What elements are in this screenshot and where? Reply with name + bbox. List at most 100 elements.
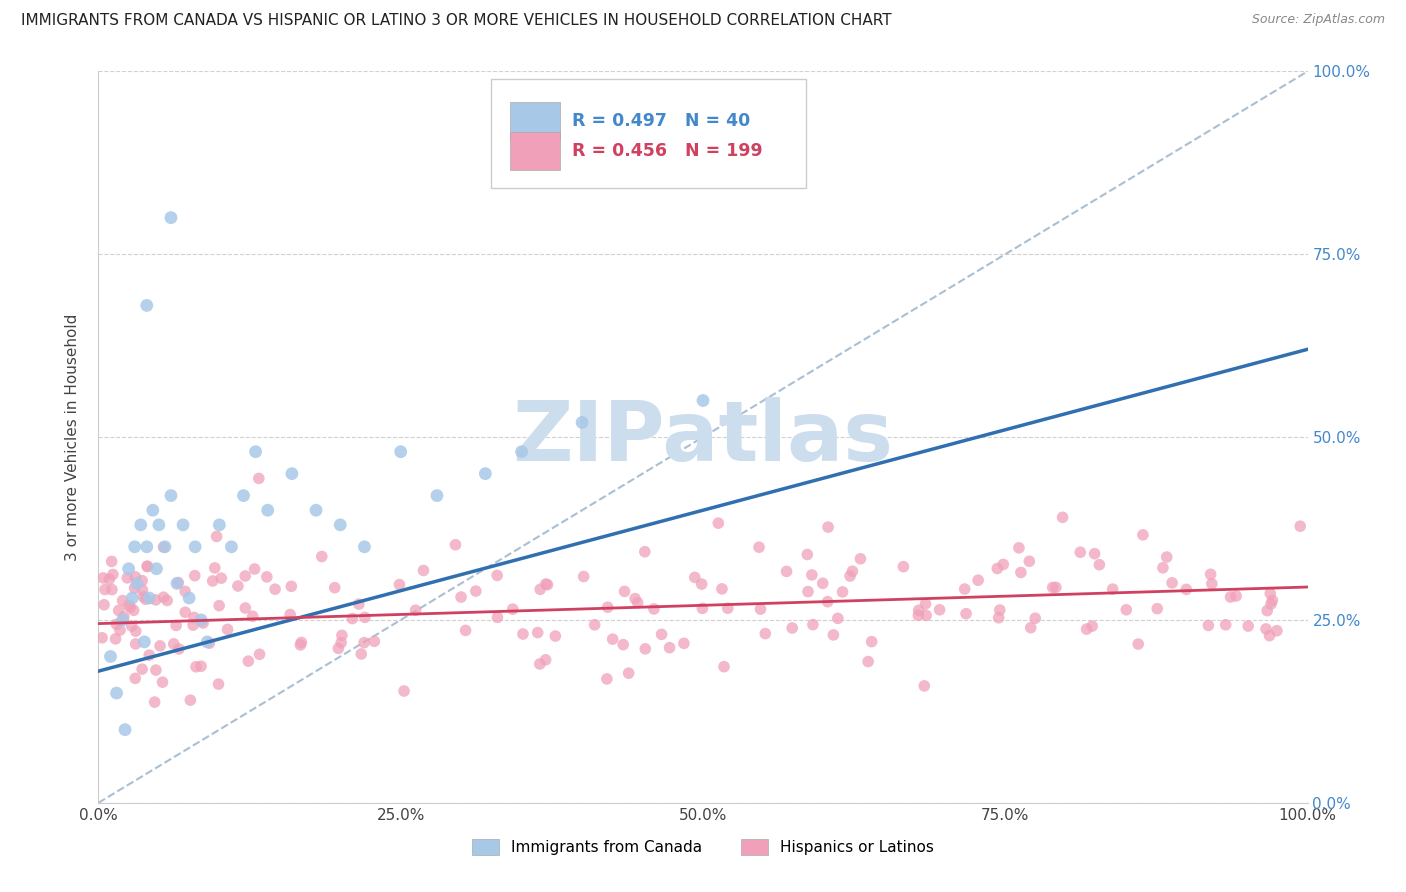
Point: [988, 603, 1011, 617]
Point: [1156, 550, 1178, 565]
Point: [342, 611, 364, 625]
Point: [136, 559, 159, 574]
Point: [111, 593, 134, 607]
Text: Source: ZipAtlas.com: Source: ZipAtlas.com: [1251, 13, 1385, 27]
Point: [174, 584, 197, 599]
Point: [692, 601, 714, 615]
Point: [388, 577, 411, 591]
Point: [627, 596, 650, 610]
Point: [534, 577, 557, 591]
Point: [405, 603, 427, 617]
Point: [207, 677, 229, 691]
Point: [347, 597, 370, 611]
Point: [464, 584, 486, 599]
Point: [354, 610, 377, 624]
Point: [817, 595, 839, 609]
Point: [1265, 624, 1288, 638]
Point: [486, 568, 509, 582]
Point: [602, 632, 624, 647]
Point: [129, 517, 152, 532]
Point: [145, 562, 167, 576]
Point: [329, 517, 352, 532]
Point: [839, 569, 862, 583]
Point: [105, 686, 128, 700]
Point: [121, 591, 143, 605]
Point: [179, 693, 201, 707]
Point: [98, 572, 121, 586]
Point: [912, 679, 935, 693]
Point: [1146, 601, 1168, 615]
Point: [152, 591, 174, 605]
Point: [152, 540, 174, 554]
Point: [138, 591, 160, 605]
Point: [780, 621, 803, 635]
Point: [692, 393, 714, 408]
Point: [1019, 621, 1042, 635]
Point: [100, 554, 122, 568]
Text: IMMIGRANTS FROM CANADA VS HISPANIC OR LATINO 3 OR MORE VEHICLES IN HOUSEHOLD COR: IMMIGRANTS FROM CANADA VS HISPANIC OR LA…: [21, 13, 891, 29]
Point: [907, 603, 929, 617]
Point: [281, 467, 304, 481]
Point: [690, 577, 713, 591]
Point: [217, 623, 239, 637]
Point: [204, 561, 226, 575]
Point: [454, 624, 477, 638]
Point: [993, 558, 1015, 572]
Point: [474, 467, 496, 481]
Point: [245, 444, 267, 458]
Y-axis label: 3 or more Vehicles in Household: 3 or more Vehicles in Household: [65, 313, 80, 561]
Point: [1256, 604, 1278, 618]
Point: [1261, 593, 1284, 607]
Point: [124, 671, 146, 685]
Point: [149, 639, 172, 653]
Point: [101, 567, 124, 582]
Point: [907, 608, 929, 623]
Point: [817, 520, 839, 534]
Point: [534, 653, 557, 667]
Point: [953, 582, 976, 596]
Point: [856, 655, 879, 669]
Point: [201, 574, 224, 588]
Point: [1225, 589, 1247, 603]
Point: [114, 723, 136, 737]
Point: [510, 444, 533, 458]
Point: [526, 625, 548, 640]
Point: [160, 489, 183, 503]
Point: [710, 582, 733, 596]
Point: [208, 517, 231, 532]
Point: [122, 603, 145, 617]
Point: [658, 640, 681, 655]
Point: [1175, 582, 1198, 597]
Point: [1084, 547, 1107, 561]
Point: [717, 601, 740, 615]
Point: [583, 617, 606, 632]
Point: [412, 564, 434, 578]
Point: [142, 503, 165, 517]
Point: [138, 648, 160, 662]
Point: [152, 675, 174, 690]
Point: [121, 619, 143, 633]
Point: [100, 649, 122, 664]
Point: [529, 657, 551, 671]
Point: [184, 568, 207, 582]
Point: [135, 540, 157, 554]
Point: [94, 582, 117, 597]
Point: [634, 545, 657, 559]
Text: R = 0.497   N = 40: R = 0.497 N = 40: [572, 112, 751, 129]
Point: [305, 503, 328, 517]
Point: [181, 618, 204, 632]
Point: [127, 576, 149, 591]
Point: [311, 549, 333, 564]
Point: [153, 540, 176, 554]
Point: [893, 559, 915, 574]
Point: [831, 585, 853, 599]
Point: [811, 576, 834, 591]
Point: [101, 582, 124, 597]
Point: [426, 489, 449, 503]
Point: [174, 605, 197, 619]
Point: [93, 598, 115, 612]
Point: [617, 666, 640, 681]
Point: [643, 602, 665, 616]
Point: [529, 582, 551, 597]
Point: [1018, 554, 1040, 568]
